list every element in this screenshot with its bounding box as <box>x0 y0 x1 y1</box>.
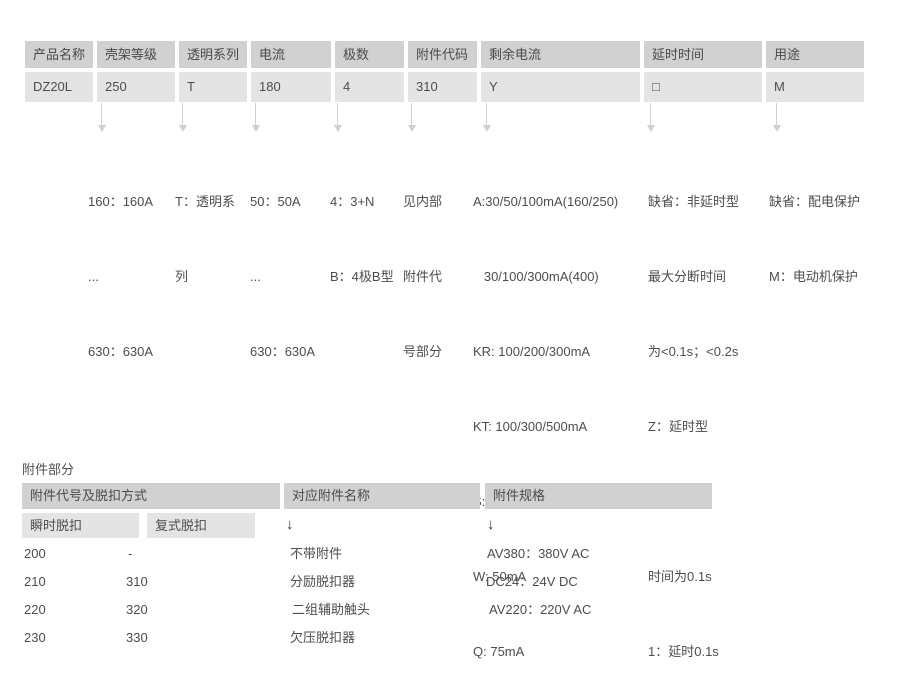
accessory-col-header-name: 对应附件名称 <box>284 483 480 509</box>
cell-instant-code: 210 <box>24 574 46 589</box>
col-header-usage: 用途 <box>766 41 864 68</box>
value-delay-time: □ <box>644 72 762 102</box>
down-arrow-icon <box>178 103 187 132</box>
down-arrow-icon <box>646 103 655 132</box>
down-arrow-icon <box>482 103 491 132</box>
down-arrow-icon <box>97 103 106 132</box>
cell-combined-code: - <box>128 546 133 561</box>
value-transparent: T <box>179 72 247 102</box>
cell-instant-code: 230 <box>24 630 46 645</box>
desc-transparent: T：透明系 列 <box>175 194 235 284</box>
desc-delay-time: 缺省：非延时型 最大分断时间 为<0.1s；<0.2s Z：延时型 最大分断 时… <box>648 194 740 659</box>
col-header-delay-time: 延时时间 <box>644 41 762 68</box>
accessory-section-title: 附件部分 <box>22 462 75 477</box>
col-header-current: 电流 <box>251 41 331 68</box>
desc-frame-grade: 160：160A ... 630：630A <box>88 194 154 359</box>
down-arrow-icon <box>407 103 416 132</box>
cell-accessory-name: 欠压脱扣器 <box>290 630 356 645</box>
cell-accessory-spec: AV220：220V AC <box>489 602 592 617</box>
value-poles: 4 <box>335 72 404 102</box>
cell-accessory-spec: DC24：24V DC <box>486 574 578 589</box>
value-usage: M <box>766 72 864 102</box>
cell-instant-code: 200 <box>24 546 46 561</box>
col-header-poles: 极数 <box>335 41 404 68</box>
col-header-residual-current: 剩余电流 <box>481 41 640 68</box>
down-arrow-icon <box>333 103 342 132</box>
col-header-transparent: 透明系列 <box>179 41 247 68</box>
down-arrow-icon <box>772 103 781 132</box>
value-frame-grade: 250 <box>97 72 175 102</box>
desc-usage: 缺省：配电保护 M：电动机保护 <box>769 194 861 284</box>
cell-combined-code: 320 <box>126 602 148 617</box>
value-product-name: DZ20L <box>25 72 93 102</box>
accessory-col-header-spec: 附件规格 <box>485 483 712 509</box>
cell-accessory-spec: AV380：380V AC <box>487 546 590 561</box>
desc-accessory-code: 见内部 附件代 号部分 <box>403 194 443 359</box>
down-arrow-icon: ↓ <box>487 516 495 533</box>
down-arrow-icon: ↓ <box>286 516 294 533</box>
desc-current: 50：50A ... 630：630A <box>250 194 316 359</box>
cell-accessory-name: 二组辅助触头 <box>292 602 371 617</box>
subheader-instant-trip: 瞬时脱扣 <box>22 513 139 538</box>
col-header-product-name: 产品名称 <box>25 41 93 68</box>
col-header-frame-grade: 壳架等级 <box>97 41 175 68</box>
value-residual-current: Y <box>481 72 640 102</box>
cell-instant-code: 220 <box>24 602 46 617</box>
down-arrow-icon <box>251 103 260 132</box>
value-accessory-code: 310 <box>408 72 477 102</box>
cell-accessory-name: 不带附件 <box>290 546 343 561</box>
col-header-accessory-code: 附件代码 <box>408 41 477 68</box>
cell-accessory-name: 分励脱扣器 <box>290 574 356 589</box>
cell-combined-code: 310 <box>126 574 148 589</box>
value-current: 180 <box>251 72 331 102</box>
desc-poles: 4：3+N B：4极B型 <box>330 194 394 284</box>
cell-combined-code: 330 <box>126 630 148 645</box>
accessory-col-header-code: 附件代号及脱扣方式 <box>22 483 280 509</box>
subheader-combined-trip: 复式脱扣 <box>147 513 255 538</box>
